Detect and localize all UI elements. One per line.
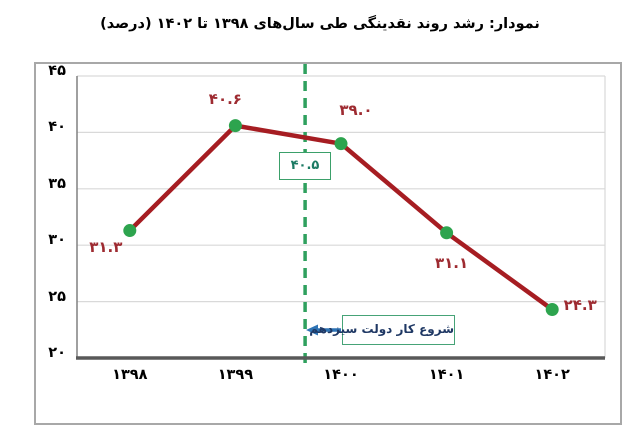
vline-value-box: ۴۰.۵ [279,152,331,180]
y-tick-label: ۲۰ [48,345,66,361]
data-point-label: ۳۱.۱ [435,253,469,272]
arrow-left-icon [306,324,318,336]
y-tick-label: ۴۰ [48,119,66,136]
data-point-label: ۲۴.۳ [563,296,597,315]
chart-outer-frame [34,62,622,425]
x-tick-label: ۱۴۰۲ [534,367,570,383]
data-point-label: ۳۱.۳ [89,237,123,256]
y-tick-label: ۳۰ [48,232,66,249]
x-tick-label: ۱۳۹۹ [217,367,254,383]
y-tick-label: ۲۵ [48,288,66,305]
data-point-label: ۴۰.۶ [208,89,242,108]
x-tick-label: ۱۴۰۱ [428,367,465,383]
x-tick-label: ۱۴۰۰ [323,367,359,383]
y-tick-label: ۴۵ [48,63,66,79]
vline-value-label: ۴۰.۵ [290,158,320,173]
liquidity-line-series [127,123,555,312]
data-point-marker [123,224,137,238]
y-tick-label: ۳۵ [48,175,66,192]
callout-box: شروع کار دولت سیزدهم [309,315,455,345]
data-point-marker [228,119,242,133]
chart-title: نمودار: رشد روند نقدینگی طی سال‌های ۱۳۹۸… [100,16,540,32]
data-point-marker [334,137,348,151]
data-point-marker [545,302,559,316]
x-tick-label: ۱۳۹۸ [112,367,148,383]
data-point-marker [440,226,454,240]
data-point-label: ۳۹.۰ [339,100,373,119]
callout-text: شروع کار دولت سیزدهم [309,322,454,336]
